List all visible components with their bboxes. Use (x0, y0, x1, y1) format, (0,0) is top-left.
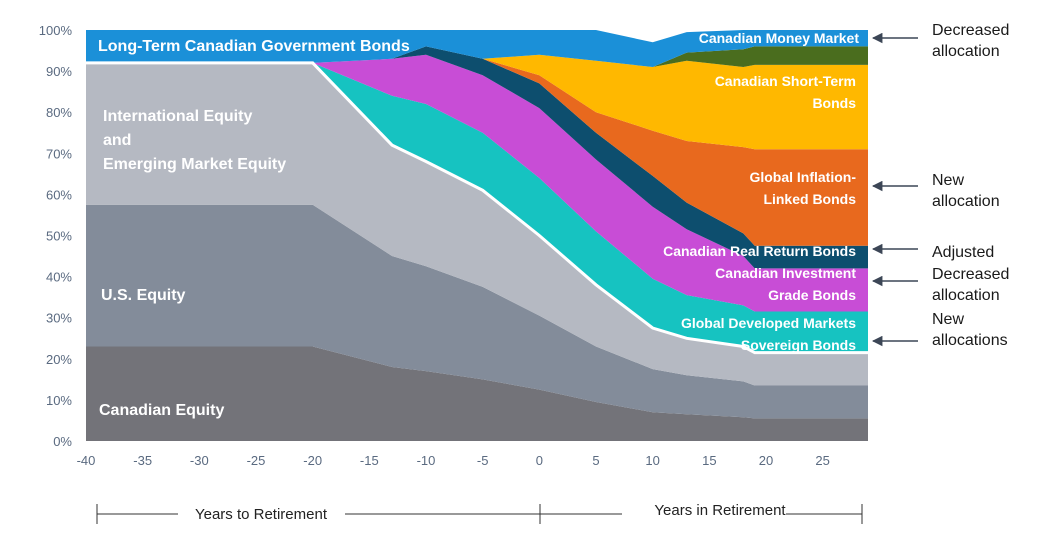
area-canadian-money-market (86, 46, 868, 67)
x-tick-label: -25 (247, 453, 266, 468)
x-tick-label: -20 (303, 453, 322, 468)
x-tick-label: 20 (759, 453, 773, 468)
x-tick-label: -10 (417, 453, 436, 468)
x-tick-label: -30 (190, 453, 209, 468)
annotations: Decreased allocation New allocation Adjusted… (871, 22, 1009, 349)
x-tick-label: 25 (815, 453, 829, 468)
x-tick-label: -35 (133, 453, 152, 468)
y-tick-label: 20% (46, 352, 72, 367)
series-label-canadian-investment-grade-bonds: Canadian Investment Grade Bonds (715, 265, 856, 303)
y-tick-label: 40% (46, 270, 72, 285)
area-long-term-canadian-government-bonds (86, 30, 868, 67)
stacked-areas (86, 30, 868, 441)
y-tick-label: 50% (46, 229, 72, 244)
y-tick-label: 10% (46, 393, 72, 408)
area-global-inflation-linked-bonds (86, 46, 868, 246)
y-tick-label: 90% (46, 64, 72, 79)
annotation-text: Adjusted (932, 244, 994, 261)
series-label-global-inflation-linked-bonds: Global Inflation-Linked Bonds (749, 169, 856, 207)
x-tick-label: -15 (360, 453, 379, 468)
y-axis: 0% 10% 20% 30% 40% 50% 60% 70% 80% 90% 100% (39, 23, 73, 449)
annotation-text: New allocations (932, 311, 1008, 349)
series-label-canadian-real-return-bonds: Canadian Real Return Bonds (663, 243, 856, 259)
retirement-timeline: Years to Retirement Years in Retirement (96, 502, 863, 524)
series-label-long-term-canadian-government-bonds: Long-Term Canadian Government Bonds (98, 38, 410, 55)
y-tick-label: 60% (46, 187, 72, 202)
y-tick-label: 80% (46, 105, 72, 120)
area-canadian-equity (86, 346, 868, 441)
years-to-retirement-label: Years to Retirement (195, 506, 328, 523)
y-tick-label: 70% (46, 146, 72, 161)
annotation-text: Decreased allocation (932, 22, 1009, 60)
x-tick-label: -40 (77, 453, 96, 468)
x-tick-label: 15 (702, 453, 716, 468)
equity-boundary-line (86, 61, 868, 355)
area-canadian-short-term-bonds (86, 46, 868, 150)
x-tick-label: 10 (645, 453, 659, 468)
annotation-text: New allocation (932, 172, 1000, 210)
area-canadian-real-return-bonds (86, 46, 868, 269)
series-label-global-developed-markets-sovereign-bonds: Global Developed Markets Sovereign Bonds (681, 315, 856, 353)
area-canadian-investment-grade-bonds (86, 54, 868, 312)
area-u-s-equity (86, 204, 868, 419)
series-label-u-s-equity: U.S. Equity (101, 287, 186, 304)
y-tick-label: 30% (46, 311, 72, 326)
annotation-text: Decreased allocation (932, 266, 1009, 304)
series-label-canadian-short-term-bonds: Canadian Short-Term Bonds (715, 73, 857, 111)
area-international-equity-and-emerging-market-equity (86, 62, 868, 386)
y-tick-label: 0% (53, 434, 72, 449)
series-labels: Canadian Equity U.S. Equity International … (98, 30, 859, 419)
x-tick-label: 5 (592, 453, 599, 468)
years-in-retirement-label: Years in Retirement (654, 502, 786, 519)
y-tick-label: 100% (39, 23, 73, 38)
series-label-international-equity-and-emerging-market-equity: International Equity and Emerging Market E… (103, 108, 286, 173)
area-global-developed-markets-sovereign-bonds (86, 62, 868, 353)
series-label-canadian-equity: Canadian Equity (99, 402, 224, 419)
x-axis: -40 -35 -30 -25 -20 -15 -10 -5 0 5 10 15 20 25 (77, 453, 830, 468)
x-tick-label: 0 (536, 453, 543, 468)
x-tick-label: -5 (477, 453, 489, 468)
series-label-canadian-money-market: Canadian Money Market (699, 30, 860, 46)
